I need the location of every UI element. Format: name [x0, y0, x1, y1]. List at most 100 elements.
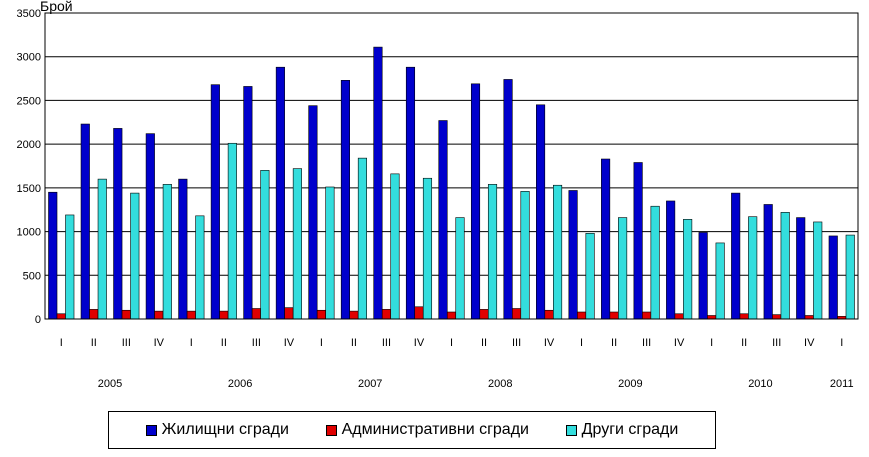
bar-residential: [275, 66, 285, 320]
bar-administrative: [609, 311, 619, 320]
legend-swatch-administrative: [325, 424, 337, 436]
bar-residential: [145, 133, 155, 320]
x-tick-label: III: [252, 337, 261, 349]
bar-residential: [113, 128, 123, 320]
bar-residential: [373, 46, 383, 320]
bar-residential: [698, 232, 708, 320]
year-label: 2008: [488, 378, 512, 390]
x-tick-label: I: [190, 337, 193, 349]
year-label: 2009: [618, 378, 642, 390]
bar-administrative: [642, 311, 652, 320]
legend-item-administrative: Административни сгради: [325, 421, 529, 439]
year-label: 2011: [830, 378, 854, 390]
x-tick-labels: I II III IV I II III IV I II III IV I II III IV I II III IV…: [60, 337, 844, 349]
legend-label-other: Други сгради: [581, 421, 679, 438]
bar-administrative: [446, 311, 457, 320]
legend-label-residential: Жилищни сгради: [161, 421, 289, 438]
bar-administrative: [89, 309, 99, 320]
bar-other: [292, 168, 302, 320]
bar-residential: [308, 105, 318, 320]
y-tick-label: 2000: [17, 139, 41, 151]
y-tick-label: 500: [23, 270, 41, 282]
bar-other: [813, 221, 823, 320]
bar-administrative: [739, 313, 749, 320]
bar-residential: [243, 86, 253, 320]
y-tick-label: 2500: [17, 95, 41, 107]
bar-administrative: [251, 308, 261, 320]
year-labels: 2005 2006 2007 2008 2009 2010 2011: [98, 378, 854, 390]
bar-other: [553, 184, 563, 320]
x-tick-label: I: [320, 337, 323, 349]
year-label: 2005: [98, 378, 122, 390]
bar-administrative: [186, 310, 196, 320]
bar-residential: [568, 190, 578, 320]
bar-residential: [828, 235, 838, 320]
x-tick-label: III: [642, 337, 651, 349]
bar-residential: [438, 120, 448, 320]
bar-administrative: [544, 309, 554, 320]
y-axis-label: Брой: [40, 0, 73, 14]
bar-administrative: [219, 310, 229, 320]
bar-residential: [633, 162, 643, 320]
x-tick-label: III: [512, 337, 521, 349]
bar-residential: [210, 84, 220, 320]
x-tick-label: IV: [544, 337, 555, 349]
bar-other: [520, 191, 530, 320]
legend-swatch-residential: [145, 424, 157, 436]
bar-administrative: [349, 310, 359, 320]
bar-other: [65, 214, 75, 320]
bar-other: [130, 192, 140, 320]
bar-other: [585, 233, 595, 320]
bar-administrative: [577, 311, 587, 320]
x-tick-label: IV: [414, 337, 425, 349]
bar-other: [683, 219, 693, 320]
bar-other: [487, 184, 498, 320]
bar-residential: [666, 200, 676, 320]
bar-administrative: [56, 313, 66, 320]
bar-residential: [80, 123, 90, 320]
bar-other: [748, 216, 758, 320]
x-tick-label: IV: [154, 337, 165, 349]
bar-residential: [763, 204, 773, 320]
bar-other: [650, 205, 660, 320]
x-tick-label: II: [351, 337, 357, 349]
bar-residential: [503, 79, 513, 320]
plot-area-frame: [44, 12, 859, 320]
bar-other: [162, 184, 172, 320]
bar-residential: [48, 191, 58, 320]
bar-administrative: [511, 308, 522, 320]
bar-residential: [178, 178, 188, 320]
bar-other: [357, 157, 367, 320]
x-tick-label: III: [382, 337, 391, 349]
bar-administrative: [479, 309, 489, 320]
year-label: 2010: [748, 378, 772, 390]
x-tick-label: II: [221, 337, 227, 349]
bar-residential: [536, 104, 546, 320]
bar-other: [455, 217, 465, 320]
x-tick-label: I: [580, 337, 583, 349]
bars: [48, 46, 855, 320]
bar-other: [422, 177, 433, 320]
bar-administrative: [804, 315, 814, 320]
bar-other: [195, 215, 205, 320]
x-tick-label: II: [481, 337, 487, 349]
bar-residential: [340, 80, 350, 320]
x-tick-label: II: [91, 337, 97, 349]
y-tick-label: 0: [35, 314, 41, 326]
y-tick-labels: 0 500 1000 1500 2000 2500 3000 3500: [17, 8, 41, 326]
bar-other: [618, 217, 628, 320]
y-tick-label: 1500: [17, 183, 41, 195]
legend-item-residential: Жилищни сгради: [145, 421, 289, 439]
x-tick-label: III: [772, 337, 781, 349]
y-tick-label: 3000: [17, 52, 41, 64]
bar-other: [780, 212, 790, 320]
x-tick-label: I: [840, 337, 843, 349]
bar-administrative: [121, 309, 131, 320]
x-tick-label: II: [741, 337, 747, 349]
bar-residential: [470, 83, 481, 320]
x-tick-label: III: [122, 337, 131, 349]
legend-item-other: Други сгради: [565, 421, 679, 439]
bar-administrative: [381, 309, 392, 320]
bar-administrative: [772, 314, 782, 320]
legend-swatch-other: [565, 424, 577, 436]
